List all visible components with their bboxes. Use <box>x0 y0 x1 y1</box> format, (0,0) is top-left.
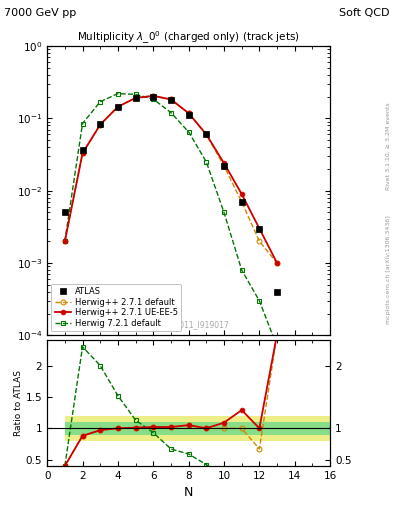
Text: Soft QCD: Soft QCD <box>339 8 389 18</box>
ATLAS <box>98 120 103 126</box>
Line: Herwig++ 2.7.1 default: Herwig++ 2.7.1 default <box>62 93 279 265</box>
Herwig 7.2.1 default <box>98 99 103 105</box>
ATLAS <box>275 289 279 295</box>
Text: mcplots.cern.ch [arXiv:1306.3436]: mcplots.cern.ch [arXiv:1306.3436] <box>386 215 391 324</box>
Herwig++ 2.7.1 UE-EE-5 <box>275 260 279 266</box>
Herwig++ 2.7.1 UE-EE-5 <box>186 110 191 116</box>
Herwig++ 2.7.1 UE-EE-5 <box>239 191 244 197</box>
Herwig++ 2.7.1 UE-EE-5 <box>62 238 67 244</box>
Y-axis label: Ratio to ATLAS: Ratio to ATLAS <box>14 370 23 436</box>
Herwig 7.2.1 default <box>116 91 120 97</box>
Herwig++ 2.7.1 default <box>186 110 191 116</box>
ATLAS <box>239 199 244 205</box>
ATLAS <box>186 112 191 118</box>
Herwig++ 2.7.1 default <box>169 96 173 102</box>
Herwig++ 2.7.1 UE-EE-5 <box>222 160 226 166</box>
Herwig 7.2.1 default <box>62 238 67 244</box>
Herwig++ 2.7.1 UE-EE-5 <box>98 121 103 127</box>
ATLAS <box>222 163 226 169</box>
ATLAS <box>151 94 156 100</box>
X-axis label: N: N <box>184 486 193 499</box>
Herwig++ 2.7.1 default <box>80 150 85 156</box>
Herwig++ 2.7.1 UE-EE-5 <box>204 132 209 138</box>
Herwig 7.2.1 default <box>275 344 279 350</box>
ATLAS <box>80 146 85 153</box>
Text: 7000 GeV pp: 7000 GeV pp <box>4 8 76 18</box>
ATLAS <box>133 95 138 101</box>
ATLAS <box>204 132 209 138</box>
Herwig++ 2.7.1 UE-EE-5 <box>80 150 85 156</box>
Line: Herwig 7.2.1 default: Herwig 7.2.1 default <box>62 91 297 410</box>
Text: ATLAS_2011_I919017: ATLAS_2011_I919017 <box>148 321 230 330</box>
Line: ATLAS: ATLAS <box>62 94 280 295</box>
ATLAS <box>169 97 173 103</box>
ATLAS <box>257 225 262 231</box>
Herwig++ 2.7.1 default <box>62 238 67 244</box>
Herwig++ 2.7.1 default <box>133 95 138 101</box>
Herwig++ 2.7.1 UE-EE-5 <box>169 96 173 102</box>
Herwig 7.2.1 default <box>239 267 244 273</box>
Legend: ATLAS, Herwig++ 2.7.1 default, Herwig++ 2.7.1 UE-EE-5, Herwig 7.2.1 default: ATLAS, Herwig++ 2.7.1 default, Herwig++ … <box>51 284 181 331</box>
ATLAS <box>62 209 67 216</box>
Line: Herwig++ 2.7.1 UE-EE-5: Herwig++ 2.7.1 UE-EE-5 <box>62 93 279 265</box>
Text: Rivet 3.1.10, ≥ 3.2M events: Rivet 3.1.10, ≥ 3.2M events <box>386 102 391 190</box>
Herwig++ 2.7.1 default <box>222 163 226 169</box>
Herwig 7.2.1 default <box>292 404 297 411</box>
Herwig++ 2.7.1 default <box>257 238 262 244</box>
Herwig 7.2.1 default <box>80 120 85 126</box>
Herwig 7.2.1 default <box>186 129 191 135</box>
Herwig++ 2.7.1 UE-EE-5 <box>151 93 156 99</box>
Herwig++ 2.7.1 default <box>116 103 120 110</box>
Herwig 7.2.1 default <box>204 159 209 165</box>
Herwig 7.2.1 default <box>222 209 226 216</box>
Herwig++ 2.7.1 default <box>151 93 156 99</box>
ATLAS <box>116 103 120 110</box>
Herwig++ 2.7.1 default <box>275 260 279 266</box>
Herwig 7.2.1 default <box>151 96 156 102</box>
Herwig 7.2.1 default <box>257 298 262 304</box>
Herwig++ 2.7.1 default <box>204 132 209 138</box>
Herwig++ 2.7.1 UE-EE-5 <box>257 225 262 231</box>
Herwig++ 2.7.1 default <box>98 121 103 127</box>
Herwig++ 2.7.1 default <box>239 199 244 205</box>
Title: Multiplicity $\lambda\_0^0$ (charged only) (track jets): Multiplicity $\lambda\_0^0$ (charged onl… <box>77 30 300 46</box>
Herwig 7.2.1 default <box>133 91 138 97</box>
Herwig++ 2.7.1 UE-EE-5 <box>133 95 138 101</box>
Herwig 7.2.1 default <box>169 110 173 116</box>
Herwig++ 2.7.1 UE-EE-5 <box>116 103 120 110</box>
